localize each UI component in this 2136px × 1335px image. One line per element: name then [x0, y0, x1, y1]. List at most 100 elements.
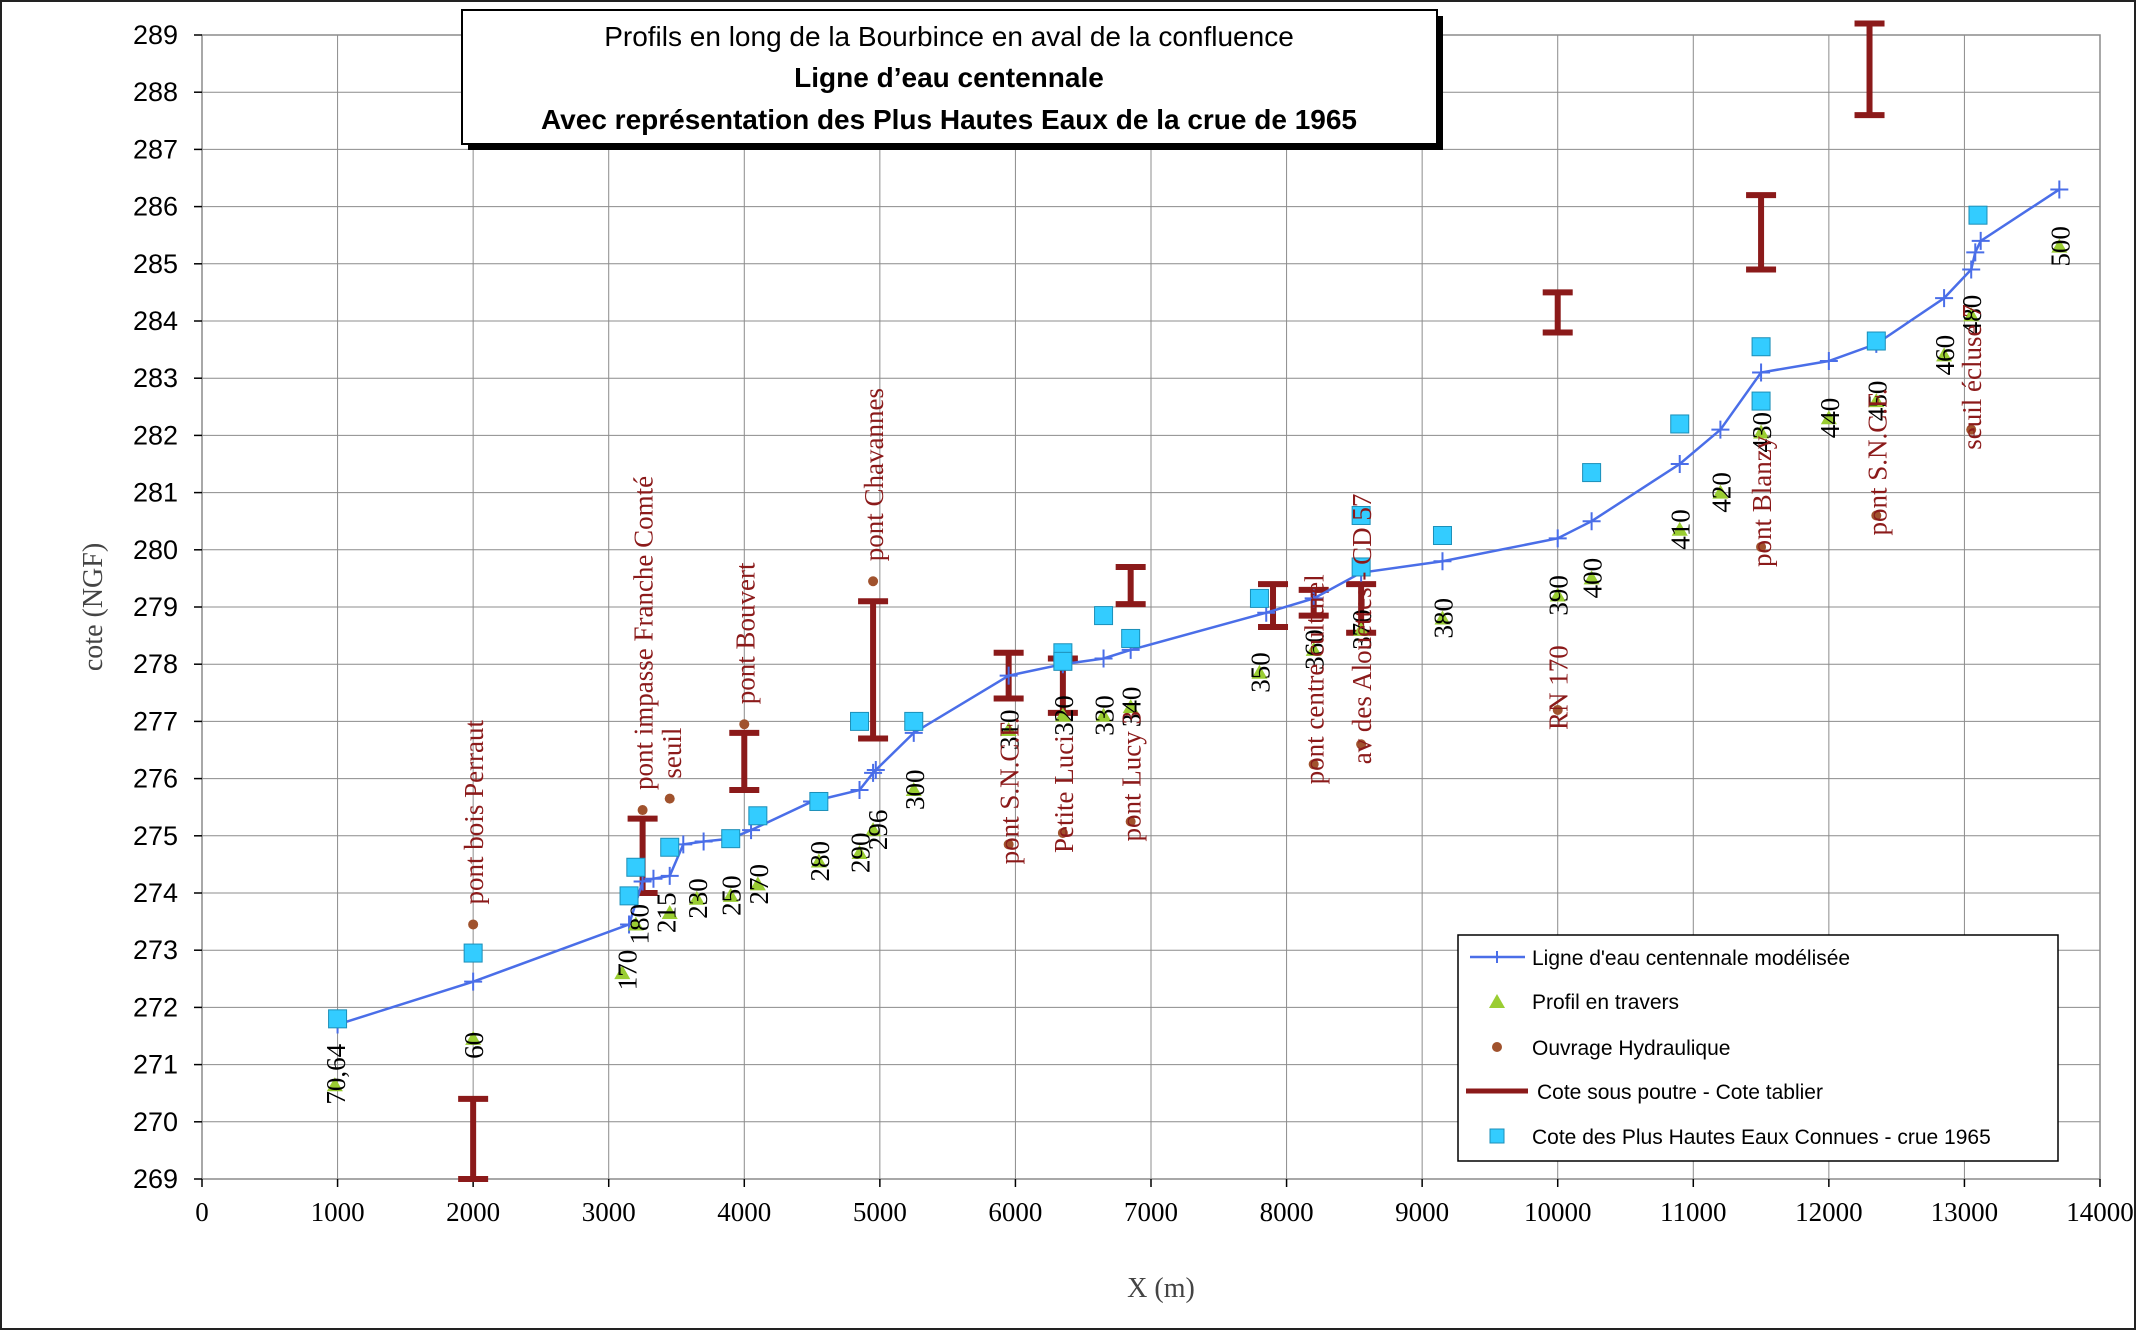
phe-point	[1249, 588, 1269, 608]
phe-point	[1968, 205, 1988, 225]
profil-annotation: 180	[625, 904, 655, 945]
legend-label-range: Cote sous poutre - Cote tablier	[1537, 1081, 1823, 1104]
profil-annotation: 370	[1347, 609, 1377, 650]
y-tick-label: 279	[133, 592, 178, 622]
x-tick-label: 5000	[853, 1197, 907, 1227]
profil-point	[1963, 307, 1980, 322]
ouvrage-point	[1125, 816, 1136, 827]
profil-point	[326, 1077, 343, 1092]
profil-point	[688, 890, 705, 905]
ouvrage-annotations: pont bois Perraut pont impasse Franche Co…	[459, 304, 1987, 904]
x-tick-label: 1000	[311, 1197, 365, 1227]
phe-point	[1866, 331, 1886, 351]
profil-annotation: 250	[717, 875, 747, 916]
phe-series	[328, 205, 1988, 1029]
range-mark	[858, 598, 889, 742]
phe-point	[850, 711, 870, 731]
ouvrage-annotation: av des Alouettes - CD 57	[1347, 494, 1377, 765]
ouvrage-point	[1308, 759, 1319, 770]
phe-point	[1670, 414, 1690, 434]
profil-point	[905, 782, 922, 797]
water-line-point	[866, 761, 885, 780]
ouvrage-point	[637, 805, 648, 816]
range-mark	[1115, 563, 1146, 608]
phe-point	[1094, 606, 1114, 626]
x-tick-label: 8000	[1260, 1197, 1314, 1227]
ouvrage-annotation: RN 170	[1544, 645, 1574, 730]
phe-point	[1751, 391, 1771, 411]
y-tick-label: 283	[133, 363, 178, 393]
legend-item-line: Ligne d'eau centennale modélisée	[1470, 947, 1850, 970]
ouvrage-point	[868, 576, 879, 587]
profil-annotation: 430	[1747, 412, 1777, 453]
y-tick-label: 276	[133, 764, 178, 794]
ouvrage-annotation: pont Blanzy	[1747, 435, 1777, 567]
ouvrage-point	[664, 793, 675, 804]
water-line-point	[1670, 455, 1689, 473]
profil-annotation: 410	[1666, 509, 1696, 550]
phe-point	[748, 806, 768, 826]
profil-point	[810, 853, 827, 868]
ouvrage-point	[1552, 704, 1563, 715]
ouvrage-series	[468, 424, 1977, 930]
profil-annotation: 450	[1862, 381, 1892, 422]
profil-annotation: 170	[612, 950, 642, 991]
legend-dot-marker	[1492, 1042, 1502, 1052]
y-tick-label: 284	[133, 306, 178, 336]
ouvrage-point	[1756, 541, 1767, 552]
profil-annotation: 420	[1706, 472, 1736, 513]
range-mark	[1542, 289, 1573, 336]
profil-point	[1753, 424, 1770, 439]
water-line-point	[864, 763, 883, 782]
legend-label-ouvrage: Ouvrage Hydraulique	[1532, 1037, 1730, 1060]
profil-point	[851, 844, 868, 859]
water-line-point	[694, 832, 713, 851]
water-line-point	[1966, 243, 1985, 262]
title-box-shadow-bottom	[468, 144, 1443, 150]
ouvrage-point	[739, 719, 750, 730]
profil-annotation: 300	[900, 770, 930, 811]
x-tick-label: 9000	[1395, 1197, 1449, 1227]
water-line-point	[1971, 231, 1990, 250]
legend-box	[1457, 934, 2059, 1162]
water-line-point	[850, 781, 869, 800]
profil-point	[1054, 707, 1071, 722]
profil-point	[1000, 721, 1017, 736]
profil-point	[1936, 347, 1953, 362]
x-tick-label: 4000	[717, 1197, 771, 1227]
profil-annotation: 230	[683, 878, 713, 919]
y-tick-label: 273	[133, 935, 178, 965]
profil-annotation: 390	[1544, 575, 1574, 616]
profil-annotation: 320	[1049, 695, 1079, 736]
ouvrage-annotation: seuil écluse 7	[1957, 304, 1987, 449]
profil-point	[661, 905, 678, 920]
profil-annotation: 480	[1957, 295, 1987, 336]
profil-point	[1434, 610, 1451, 625]
chart-title-line-2: Ligne d’eau centennale	[794, 62, 1104, 93]
profil-annotation: 296	[863, 810, 893, 851]
water-line-point	[1962, 260, 1981, 279]
phe-point	[904, 711, 924, 731]
y-axis-ticks: 269 270 271 272 273 274 275 276 277 278 279 280 281 2…	[133, 20, 202, 1194]
profil-point	[1671, 521, 1688, 536]
phe-point	[660, 837, 680, 857]
profil-point	[1095, 707, 1112, 722]
ouvrage-point	[1057, 827, 1068, 838]
phe-point	[1582, 463, 1602, 483]
x-tick-label: 6000	[988, 1197, 1042, 1227]
water-line-point	[464, 972, 483, 991]
y-tick-label: 277	[133, 706, 178, 736]
y-tick-label: 274	[133, 878, 178, 908]
x-tick-label: 3000	[582, 1197, 636, 1227]
profil-annotation: 500	[2045, 226, 2075, 267]
water-line-point	[644, 869, 663, 888]
profil-point	[1122, 699, 1139, 714]
legend: Ligne d'eau centennale modélisée Profil …	[1457, 934, 2059, 1162]
phe-point	[626, 857, 646, 877]
profil-annotation: 60	[459, 1032, 489, 1059]
water-line-point	[1433, 552, 1452, 571]
ouvrage-annotation: Petite Luci	[1049, 735, 1079, 853]
